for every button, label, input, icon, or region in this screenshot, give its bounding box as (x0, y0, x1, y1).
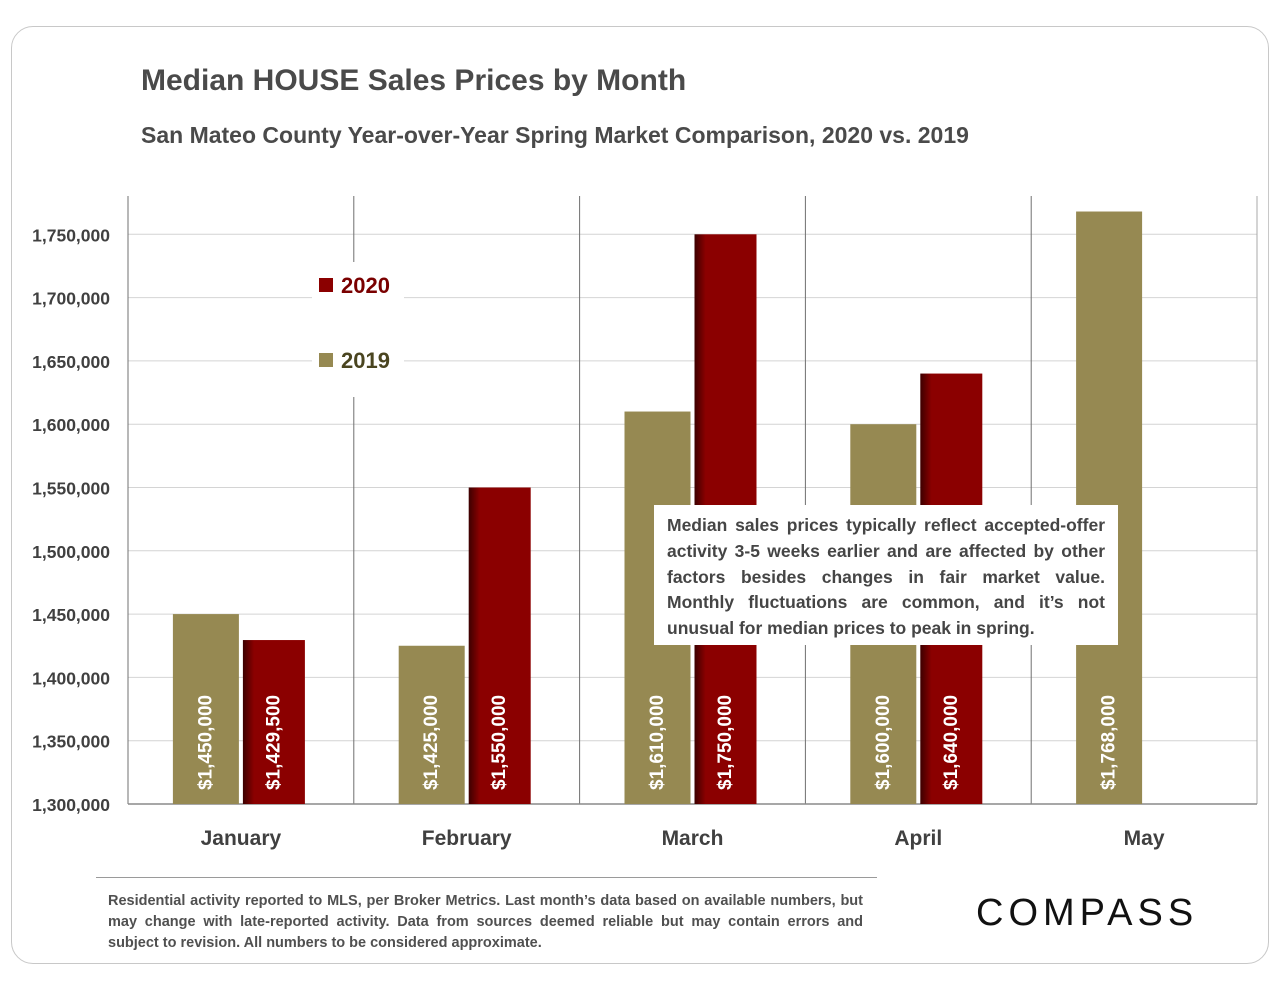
bar-value-label: $1,450,000 (195, 695, 216, 790)
y-tick-label: 1,600,000 (32, 415, 110, 435)
bar-value-label: $1,768,000 (1099, 695, 1120, 790)
y-tick-label: 1,300,000 (32, 795, 110, 815)
bar-value-label: $1,600,000 (873, 695, 894, 790)
footer-disclaimer: Residential activity reported to MLS, pe… (108, 893, 863, 951)
footer-divider (96, 877, 877, 878)
bar-2020 (468, 487, 531, 804)
x-tick-label: February (422, 827, 512, 850)
compass-logo: COMPASS (976, 892, 1199, 934)
legend-label-2019: 2019 (341, 348, 390, 373)
x-tick-label: April (894, 827, 942, 850)
bar-value-label: $1,429,500 (263, 695, 284, 790)
bar-value-label: $1,610,000 (647, 695, 668, 790)
bar-2020 (242, 640, 305, 804)
y-tick-label: 1,650,000 (32, 352, 110, 372)
y-tick-label: 1,700,000 (32, 289, 110, 309)
legend-label-2020: 2020 (341, 273, 390, 298)
y-tick-label: 1,350,000 (32, 732, 110, 752)
y-tick-label: 1,500,000 (32, 542, 110, 562)
annotation-note: Median sales prices typically reflect ac… (654, 505, 1118, 645)
bar-2019 (398, 645, 465, 804)
bar-value-label: $1,640,000 (941, 695, 962, 790)
x-tick-label: May (1124, 827, 1165, 850)
bar-value-label: $1,425,000 (421, 695, 442, 790)
legend-swatch-2019 (319, 353, 333, 367)
legend-swatch-2020 (319, 278, 333, 292)
bar-value-label: $1,550,000 (489, 695, 510, 790)
y-tick-label: 1,450,000 (32, 605, 110, 625)
x-tick-label: March (662, 827, 724, 850)
x-tick-label: January (201, 827, 282, 850)
y-tick-label: 1,400,000 (32, 668, 110, 688)
bar-value-label: $1,750,000 (715, 695, 736, 790)
bar-2019 (172, 614, 239, 804)
chart-subtitle: San Mateo County Year-over-Year Spring M… (141, 122, 969, 148)
y-tick-label: 1,550,000 (32, 479, 110, 499)
chart-title: Median HOUSE Sales Prices by Month (141, 64, 687, 97)
y-tick-label: 1,750,000 (32, 225, 110, 245)
